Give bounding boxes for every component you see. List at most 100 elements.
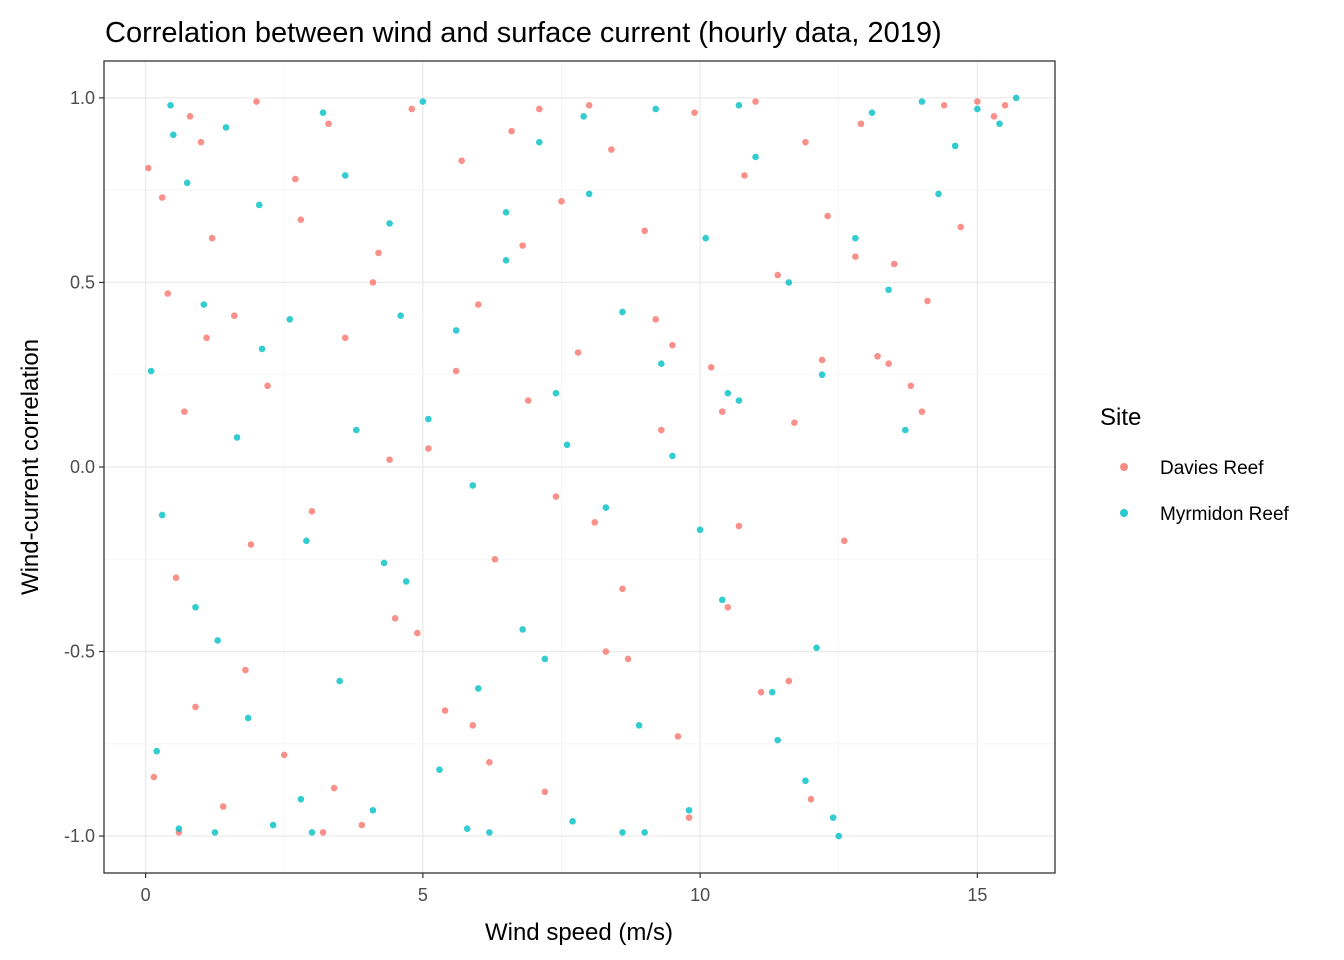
data-point-davies-reef (552, 493, 560, 500)
data-point-davies-reef (1001, 101, 1009, 109)
data-point-davies-reef (685, 814, 693, 821)
data-point-myrmidon-reef (425, 415, 432, 423)
data-point-myrmidon-reef (386, 220, 393, 227)
data-point-davies-reef (718, 408, 726, 415)
data-point-davies-reef (264, 382, 271, 390)
data-point-davies-reef (707, 364, 715, 371)
data-point-myrmidon-reef (183, 179, 191, 187)
y-tick-label: -1.0 (64, 826, 95, 846)
data-point-davies-reef (414, 629, 421, 637)
data-point-davies-reef (150, 773, 158, 781)
data-point-myrmidon-reef (452, 327, 460, 334)
data-point-myrmidon-reef (696, 526, 704, 534)
series-myrmidon-reef (147, 94, 1020, 840)
data-point-myrmidon-reef (569, 818, 576, 825)
data-point-davies-reef (857, 120, 865, 128)
data-point-myrmidon-reef (397, 312, 404, 319)
data-point-davies-reef (491, 555, 499, 563)
data-point-davies-reef (924, 297, 931, 305)
data-point-davies-reef (408, 105, 416, 113)
data-point-davies-reef (297, 216, 305, 224)
data-point-davies-reef (425, 445, 432, 452)
data-point-davies-reef (974, 98, 981, 105)
data-point-davies-reef (186, 113, 194, 120)
data-point-myrmidon-reef (935, 190, 942, 198)
data-point-davies-reef (145, 164, 152, 172)
data-point-myrmidon-reef (724, 389, 732, 397)
data-point-myrmidon-reef (486, 829, 493, 836)
data-point-davies-reef (375, 249, 382, 257)
data-point-myrmidon-reef (901, 426, 909, 434)
data-point-davies-reef (242, 666, 249, 674)
legend-key-myrmidon-reef (1120, 509, 1128, 517)
x-tick-label: 10 (690, 885, 710, 905)
data-point-davies-reef (802, 138, 809, 146)
data-point-myrmidon-reef (303, 537, 310, 545)
data-point-myrmidon-reef (1012, 94, 1020, 102)
data-point-myrmidon-reef (214, 637, 221, 644)
data-point-davies-reef (852, 253, 859, 260)
data-point-davies-reef (253, 98, 260, 105)
data-point-davies-reef (158, 194, 166, 201)
data-point-myrmidon-reef (752, 153, 759, 161)
data-point-davies-reef (940, 101, 948, 109)
y-tick-label: 0.5 (70, 272, 95, 292)
data-point-myrmidon-reef (211, 829, 219, 836)
data-point-myrmidon-reef (502, 257, 510, 264)
data-point-davies-reef (330, 784, 338, 792)
data-point-myrmidon-reef (735, 101, 743, 109)
data-point-davies-reef (791, 419, 798, 427)
data-point-myrmidon-reef (735, 397, 743, 404)
data-point-davies-reef (741, 172, 748, 179)
data-point-davies-reef (602, 648, 610, 655)
data-point-davies-reef (619, 585, 626, 593)
data-point-myrmidon-reef (785, 279, 793, 286)
y-tick-label: 0.0 (70, 457, 95, 477)
data-point-davies-reef (280, 751, 288, 759)
y-axis-title: Wind-current correlation (17, 339, 44, 595)
data-point-davies-reef (452, 367, 460, 375)
data-point-myrmidon-reef (463, 825, 471, 833)
data-point-myrmidon-reef (885, 286, 892, 294)
data-point-davies-reef (369, 279, 377, 286)
data-point-davies-reef (181, 408, 188, 415)
data-point-davies-reef (890, 260, 898, 268)
legend-label-myrmidon-reef: Myrmidon Reef (1160, 504, 1290, 525)
data-point-davies-reef (192, 703, 199, 711)
data-point-davies-reef (308, 507, 316, 515)
data-point-myrmidon-reef (641, 829, 648, 836)
data-point-myrmidon-reef (269, 821, 277, 829)
data-point-davies-reef (724, 603, 732, 611)
data-point-davies-reef (907, 382, 915, 390)
grid-lines (104, 61, 1055, 873)
data-point-davies-reef (918, 408, 926, 415)
data-point-davies-reef (608, 146, 615, 153)
data-point-myrmidon-reef (402, 578, 410, 585)
data-point-davies-reef (172, 574, 180, 582)
data-point-myrmidon-reef (353, 426, 360, 434)
data-point-davies-reef (824, 212, 831, 220)
data-point-davies-reef (197, 138, 205, 146)
data-point-myrmidon-reef (222, 124, 230, 131)
data-point-myrmidon-reef (297, 795, 305, 803)
data-point-davies-reef (475, 301, 482, 308)
data-point-davies-reef (391, 615, 399, 622)
legend-key-davies-reef (1120, 463, 1128, 471)
data-point-myrmidon-reef (868, 109, 876, 116)
data-point-myrmidon-reef (541, 655, 549, 663)
data-point-davies-reef (458, 157, 465, 164)
data-point-myrmidon-reef (341, 172, 349, 179)
data-point-davies-reef (164, 290, 172, 297)
data-point-davies-reef (486, 758, 493, 766)
data-point-myrmidon-reef (286, 316, 294, 323)
data-point-davies-reef (292, 175, 299, 183)
data-point-davies-reef (874, 352, 881, 360)
data-point-myrmidon-reef (918, 98, 926, 105)
data-point-davies-reef (840, 537, 848, 545)
data-point-davies-reef (536, 105, 543, 113)
data-point-myrmidon-reef (768, 688, 776, 696)
data-point-myrmidon-reef (818, 371, 826, 379)
x-tick-label: 15 (967, 885, 987, 905)
x-axis-title: Wind speed (m/s) (485, 919, 673, 946)
